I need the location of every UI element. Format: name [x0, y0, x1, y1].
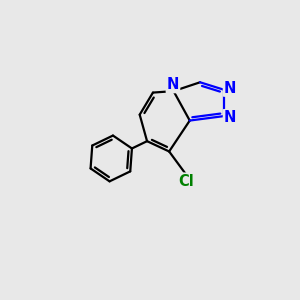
Text: N: N — [167, 77, 179, 92]
Text: N: N — [224, 81, 236, 96]
Text: Cl: Cl — [179, 174, 194, 189]
Text: N: N — [224, 110, 236, 125]
